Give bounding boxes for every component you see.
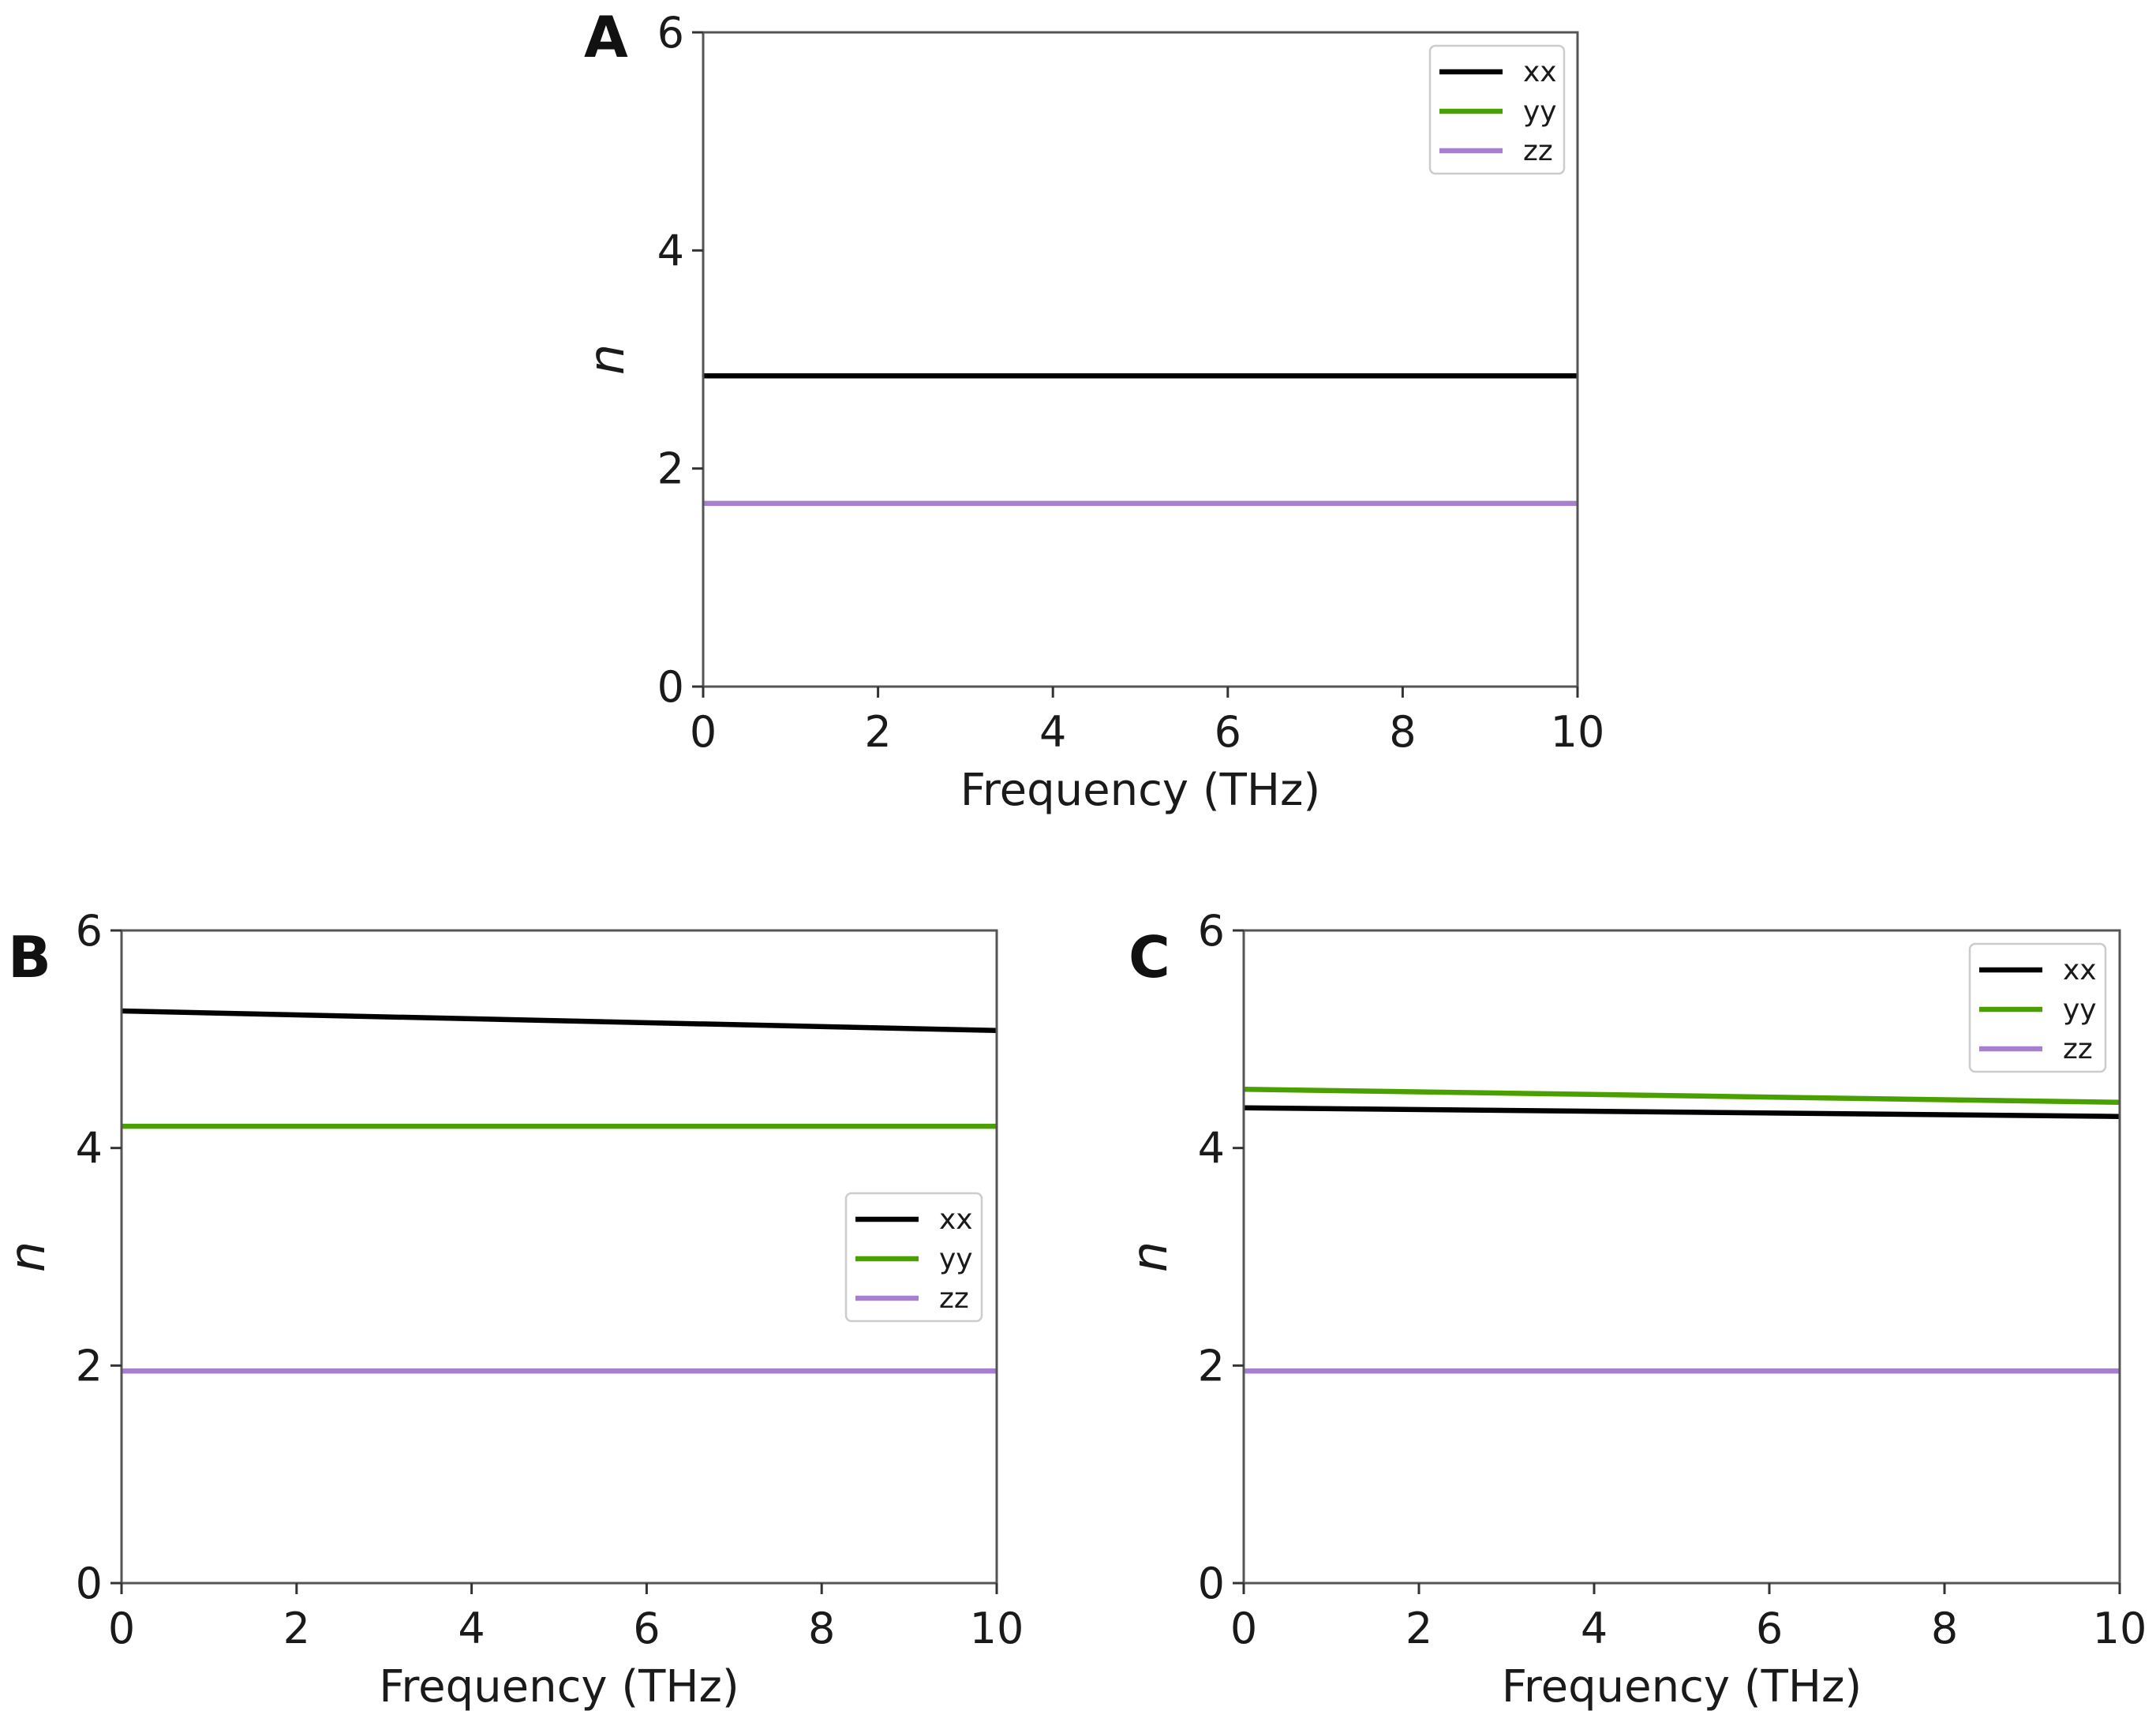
x-tick-label: 10 (970, 1604, 1024, 1653)
legend-b: xx yy zz (844, 1192, 983, 1323)
series-line-yy (1243, 1086, 2120, 1106)
series-line-xx (121, 1008, 998, 1034)
panel-letter: B (8, 924, 51, 990)
x-tick-label: 0 (108, 1604, 135, 1653)
panel-a: 0 2 4 6 8 10 0 2 4 6 Frequency (THz) n Axx yy zz (578, 4, 1604, 816)
legend-label-yy: yy (2063, 994, 2097, 1026)
x-tick-label: 10 (1551, 707, 1605, 757)
y-tick-label: 4 (657, 226, 684, 275)
y-tick-label: 6 (76, 906, 103, 956)
axes-frame-c (1242, 929, 2121, 1585)
y-tick-label: 4 (1198, 1124, 1225, 1174)
panel-b: 0 2 4 6 8 10 0 2 4 6 Frequency (THz) n Bxx yy zz (0, 906, 1024, 1713)
y-axis-c: 0 2 4 6 (1198, 906, 1244, 1608)
y-axis-label: n (1121, 1241, 1178, 1272)
x-axis-label: Frequency (THz) (379, 1661, 739, 1713)
y-tick-label: 0 (76, 1559, 103, 1608)
x-tick-label: 0 (690, 707, 717, 757)
legend-c: xx yy zz (1968, 942, 2107, 1073)
legend-label-zz: zz (939, 1282, 969, 1315)
x-tick-label: 8 (1931, 1604, 1958, 1653)
y-tick-label: 6 (1198, 906, 1225, 956)
x-axis-label: Frequency (THz) (1502, 1661, 1862, 1713)
legend-label-yy: yy (1523, 95, 1557, 128)
x-axis-a: 0 2 4 6 8 10 (690, 687, 1605, 757)
y-tick-label: 6 (657, 8, 684, 58)
x-tick-label: 8 (1389, 707, 1416, 757)
axes-frame-a (702, 31, 1579, 688)
x-axis-b: 0 2 4 6 8 10 (108, 1583, 1024, 1653)
x-tick-label: 2 (283, 1604, 310, 1653)
y-axis-b: 0 2 4 6 (76, 906, 122, 1608)
x-tick-label: 6 (1215, 707, 1241, 757)
y-tick-label: 2 (76, 1341, 103, 1391)
x-tick-label: 10 (2093, 1604, 2147, 1653)
series-line-xx (1243, 1105, 2120, 1119)
panel-letter: C (1129, 924, 1170, 990)
x-tick-label: 4 (1039, 707, 1066, 757)
x-tick-label: 4 (458, 1604, 485, 1653)
x-tick-label: 4 (1581, 1604, 1608, 1653)
legend-label-yy: yy (939, 1243, 973, 1275)
y-axis-label: n (0, 1241, 56, 1272)
legend-label-xx: xx (1523, 56, 1557, 88)
x-axis-label: Frequency (THz) (960, 765, 1321, 816)
y-tick-label: 2 (1198, 1341, 1225, 1391)
x-tick-label: 8 (808, 1604, 835, 1653)
y-tick-label: 4 (76, 1124, 103, 1174)
x-tick-label: 0 (1230, 1604, 1257, 1653)
y-axis-a: 0 2 4 6 (657, 8, 703, 712)
y-tick-label: 0 (657, 662, 684, 712)
y-axis-label: n (578, 344, 635, 375)
series-lines-b (121, 1008, 998, 1374)
x-tick-label: 2 (1406, 1604, 1432, 1653)
legend-a: xx yy zz (1428, 44, 1566, 175)
x-axis-c: 0 2 4 6 8 10 (1230, 1583, 2147, 1653)
x-tick-label: 6 (633, 1604, 660, 1653)
y-tick-label: 2 (657, 444, 684, 494)
legend-label-zz: zz (2063, 1033, 2093, 1065)
series-lines-a (703, 372, 1578, 507)
x-tick-label: 2 (864, 707, 891, 757)
y-tick-label: 0 (1198, 1559, 1225, 1608)
legend-label-xx: xx (2063, 954, 2097, 986)
panel-letter: A (584, 4, 628, 70)
series-lines-c (1243, 1086, 2120, 1374)
x-tick-label: 6 (1756, 1604, 1783, 1653)
axes-frame-b (120, 929, 998, 1585)
panel-c: 0 2 4 6 8 10 0 2 4 6 Frequency (THz) n C xx yy zz (1121, 906, 2147, 1713)
legend-label-zz: zz (1523, 135, 1553, 167)
legend-label-xx: xx (939, 1204, 973, 1236)
